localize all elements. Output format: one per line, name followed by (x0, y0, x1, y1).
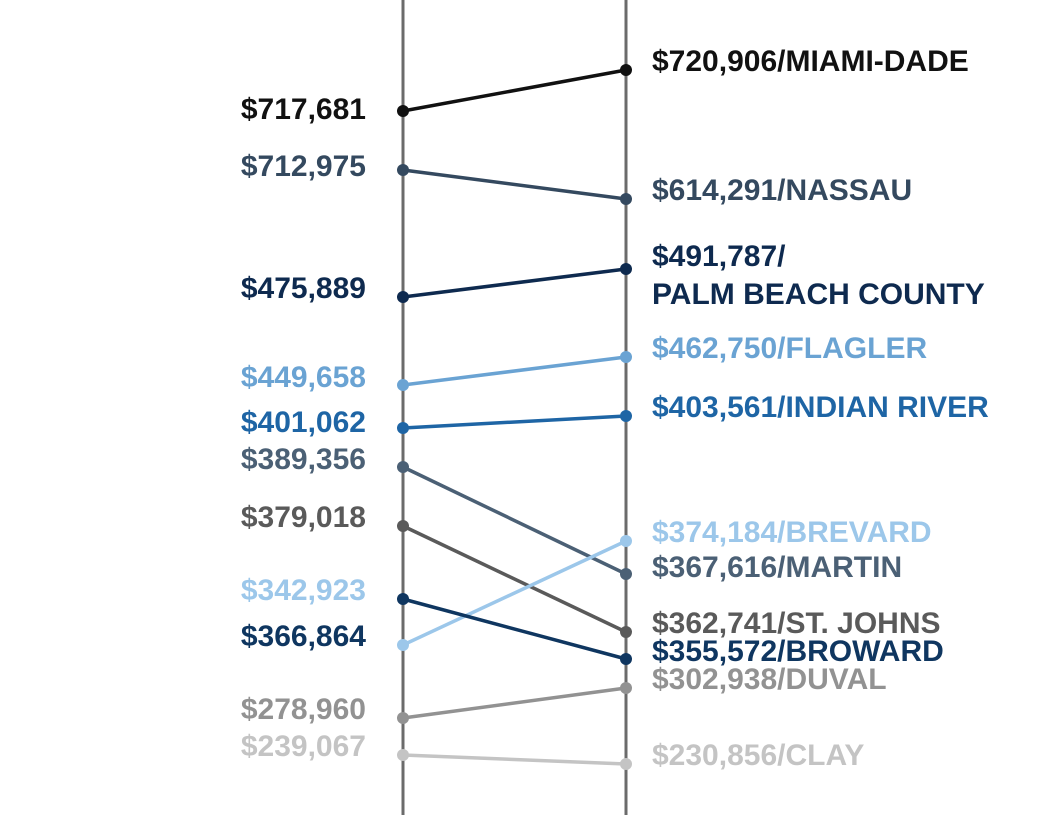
left-point-flagler (397, 379, 409, 391)
left-value-label-st-johns: $379,018 (241, 501, 366, 534)
series-line-st-johns (402, 524, 627, 634)
left-point-broward (397, 593, 409, 605)
right-point-nassau (620, 193, 632, 205)
right-value-label-nassau: $614,291/NASSAU (652, 174, 912, 207)
left-value-label-broward: $366,864 (241, 620, 366, 653)
right-point-st-johns (620, 626, 632, 638)
series-line-martin (402, 465, 627, 576)
right-point-palm-beach-county (620, 263, 632, 275)
right-value-label-miami-dade: $720,906/MIAMI-DADE (652, 45, 969, 78)
left-point-palm-beach-county (397, 291, 409, 303)
left-point-st-johns (397, 520, 409, 532)
left-point-nassau (397, 164, 409, 176)
right-point-brevard (620, 535, 632, 547)
left-point-martin (397, 461, 409, 473)
left-value-label-miami-dade: $717,681 (241, 93, 366, 126)
left-point-miami-dade (397, 105, 409, 117)
left-value-label-brevard: $342,923 (241, 574, 366, 607)
right-point-broward (620, 653, 632, 665)
left-value-label-nassau: $712,975 (241, 150, 366, 183)
series-line-brevard (402, 539, 627, 647)
series-line-nassau (402, 168, 627, 201)
right-value-label-st-johns: $362,741/ST. JOHNS (652, 607, 941, 640)
left-value-label-flagler: $449,658 (241, 361, 366, 394)
right-value-label-broward: $355,572/BROWARD (652, 635, 944, 668)
series-line-indian-river (402, 414, 627, 430)
right-point-miami-dade (620, 64, 632, 76)
left-point-indian-river (397, 422, 409, 434)
left-point-brevard (397, 639, 409, 651)
right-value-label-palm-beach-county-line-2: PALM BEACH COUNTY (652, 278, 985, 311)
right-value-label-brevard: $374,184/BREVARD (652, 516, 932, 549)
right-point-flagler (620, 351, 632, 363)
right-value-label-indian-river: $403,561/INDIAN RIVER (652, 391, 989, 424)
right-value-label-duval: $302,938/DUVAL (652, 663, 887, 696)
left-point-clay (397, 749, 409, 761)
left-value-label-martin: $389,356 (241, 443, 366, 476)
right-point-clay (620, 758, 632, 770)
left-value-label-clay: $239,067 (241, 730, 366, 763)
right-value-label-palm-beach-county: $491,787/ (652, 240, 786, 273)
right-point-duval (620, 682, 632, 694)
left-value-label-palm-beach-county: $475,889 (241, 272, 366, 305)
left-value-label-duval: $278,960 (241, 693, 366, 726)
series-line-palm-beach-county (402, 267, 627, 299)
right-value-label-clay: $230,856/CLAY (652, 739, 864, 772)
left-value-label-indian-river: $401,062 (241, 406, 366, 439)
right-value-label-martin: $367,616/MARTIN (652, 551, 902, 584)
right-point-martin (620, 568, 632, 580)
right-value-label-flagler: $462,750/FLAGLER (652, 332, 927, 365)
series-line-flagler (402, 355, 627, 387)
right-point-indian-river (620, 410, 632, 422)
series-line-broward (402, 597, 627, 661)
left-point-duval (397, 712, 409, 724)
series-line-duval (402, 686, 627, 720)
series-line-clay (402, 753, 627, 766)
series-line-miami-dade (402, 68, 627, 113)
